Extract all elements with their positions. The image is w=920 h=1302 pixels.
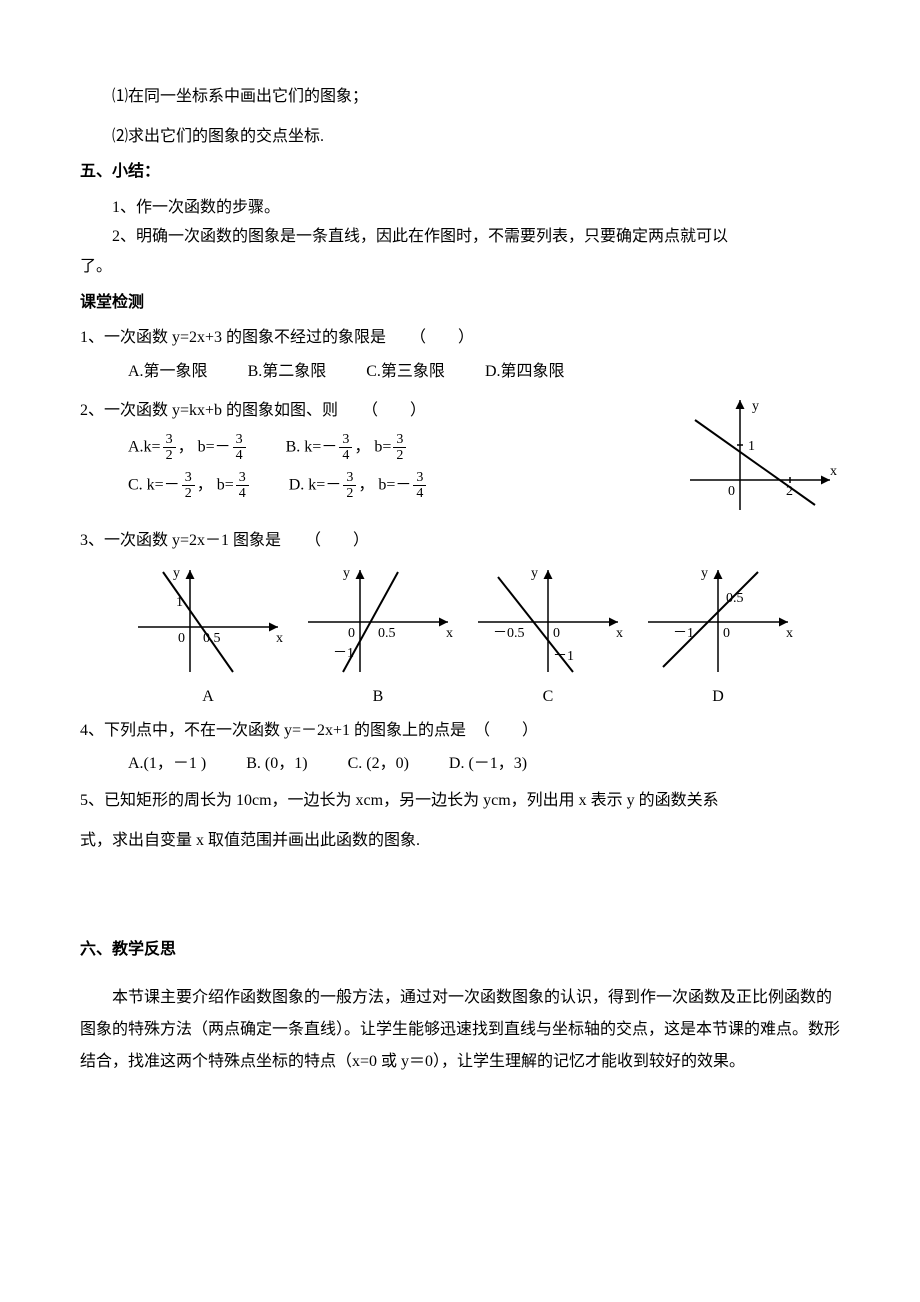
q3-graph-d: y x 0.5 －1 0 — [638, 562, 798, 682]
q1-options: A.第一象限 B.第二象限 C.第三象限 D.第四象限 — [80, 359, 840, 385]
q2-frac-c1: 32 — [182, 470, 195, 502]
svg-text:y: y — [343, 566, 350, 581]
svg-text:0: 0 — [178, 631, 185, 646]
q1-stem: 1、一次函数 y=2x+3 的图象不经过的象限是 （ ） — [80, 325, 840, 351]
q2-ytick: 1 — [748, 439, 755, 454]
q3-labels-row: A B C D — [80, 684, 840, 710]
q2-xlabel: x — [830, 464, 837, 479]
svg-text:－1: －1 — [673, 626, 694, 641]
sec5-p1: 1、作一次函数的步骤。 — [80, 195, 840, 221]
svg-text:1: 1 — [176, 595, 183, 610]
q3-label-c: C — [468, 684, 628, 710]
q2-frac-b1: 34 — [339, 432, 352, 464]
sec5-p2-tail: 了。 — [80, 254, 840, 280]
q2-neg-d1: － — [325, 476, 341, 493]
q4-opt-c: C. (2，0) — [348, 751, 409, 777]
svg-text:y: y — [701, 566, 708, 581]
svg-text:0.5: 0.5 — [203, 631, 221, 646]
svg-text:x: x — [616, 626, 623, 641]
q2-opts-row1: A.k=32， b=－34 B. k=－34， b=32 — [80, 432, 660, 464]
q4-opt-b: B. (0，1) — [246, 751, 307, 777]
q3-graphs-row: y x 1 0.5 0 y x －1 0.5 0 y x －1 －0.5 0 y… — [80, 562, 840, 682]
q2-opt-c-mid: ， b= — [197, 476, 234, 493]
q2-opt-b-mid: ， b= — [354, 439, 391, 456]
q3-stem: 3、一次函数 y=2x－1 图象是 （ ） — [80, 528, 840, 554]
q2-neg-a: － — [215, 439, 231, 456]
q2-frac-d1: 32 — [343, 470, 356, 502]
q5-line2: 式，求出自变量 x 取值范围并画出此函数的图象. — [80, 825, 840, 857]
q2-frac-c2: 34 — [236, 470, 249, 502]
q4-stem: 4、下列点中，不在一次函数 y=－2x+1 的图象上的点是 （ ） — [80, 718, 840, 744]
quiz-heading: 课堂检测 — [80, 290, 840, 316]
q2-frac-a2: 34 — [233, 432, 246, 464]
q3-graph-c: y x －1 －0.5 0 — [468, 562, 628, 682]
q3-graph-a: y x 1 0.5 0 — [128, 562, 288, 682]
q2-origin: 0 — [728, 484, 735, 499]
svg-text:0.5: 0.5 — [726, 591, 744, 606]
q3-label-a: A — [128, 684, 288, 710]
sec5-p2: 2、明确一次函数的图象是一条直线，因此在作图时，不需要列表，只要确定两点就可以 — [80, 224, 840, 250]
svg-text:0: 0 — [348, 626, 355, 641]
svg-text:0.5: 0.5 — [378, 626, 396, 641]
q2-frac-a1: 32 — [163, 432, 176, 464]
svg-text:y: y — [173, 566, 180, 581]
q2-opt-c-pre: C. k= — [128, 476, 164, 493]
sec6-heading: 六、教学反思 — [80, 937, 840, 963]
q5-line1: 5、已知矩形的周长为 10cm，一边长为 xcm，另一边长为 ycm，列出用 x… — [80, 785, 840, 817]
q2-stem: 2、一次函数 y=kx+b 的图象如图、则 （ ） — [80, 398, 660, 424]
q2-neg-c1: － — [164, 476, 180, 493]
sec5-heading: 五、小结： — [80, 159, 840, 185]
q4-options: A.(1，－1 ) B. (0，1) C. (2，0) D. (－1，3) — [80, 751, 840, 777]
svg-text:x: x — [786, 626, 793, 641]
intro-sub-2: ⑵求出它们的图象的交点坐标. — [80, 124, 840, 150]
q4-opt-a: A.(1，－1 ) — [128, 751, 206, 777]
q1-opt-c: C.第三象限 — [366, 359, 445, 385]
q3-label-d: D — [638, 684, 798, 710]
q2-opts-row2: C. k=－32， b=34 D. k=－32， b=－34 — [80, 470, 660, 502]
q3-graph-b: y x －1 0.5 0 — [298, 562, 458, 682]
q2-neg-d2: － — [395, 476, 411, 493]
q2-opt-d-mid: ， b= — [358, 476, 395, 493]
q2-neg-b1: － — [321, 439, 337, 456]
sec6-para: 本节课主要介绍作函数图象的一般方法，通过对一次函数图象的认识，得到作一次函数及正… — [80, 982, 840, 1078]
svg-text:0: 0 — [723, 626, 730, 641]
q2-frac-d2: 34 — [413, 470, 426, 502]
q2-opt-d-pre: D. k= — [289, 476, 326, 493]
q2-xtick: 2 — [786, 484, 793, 499]
q2-frac-b2: 32 — [393, 432, 406, 464]
q2-graph: y x 1 2 0 — [680, 390, 840, 520]
q1-opt-d: D.第四象限 — [485, 359, 565, 385]
q2-opt-b-pre: B. k= — [286, 439, 322, 456]
svg-text:y: y — [531, 566, 538, 581]
q4-opt-d: D. (－1，3) — [449, 751, 527, 777]
q2-opt-a-pre: A.k= — [128, 439, 161, 456]
svg-text:x: x — [446, 626, 453, 641]
intro-sub-1: ⑴在同一坐标系中画出它们的图象； — [80, 84, 840, 110]
svg-text:0: 0 — [553, 626, 560, 641]
svg-text:－0.5: －0.5 — [493, 626, 525, 641]
svg-text:－1: －1 — [333, 646, 354, 661]
q1-opt-a: A.第一象限 — [128, 359, 208, 385]
svg-text:x: x — [276, 631, 283, 646]
q2-opt-a-mid: ， b= — [178, 439, 215, 456]
svg-text:－1: －1 — [553, 649, 574, 664]
q2-ylabel: y — [752, 399, 759, 414]
q3-label-b: B — [298, 684, 458, 710]
q1-opt-b: B.第二象限 — [248, 359, 327, 385]
